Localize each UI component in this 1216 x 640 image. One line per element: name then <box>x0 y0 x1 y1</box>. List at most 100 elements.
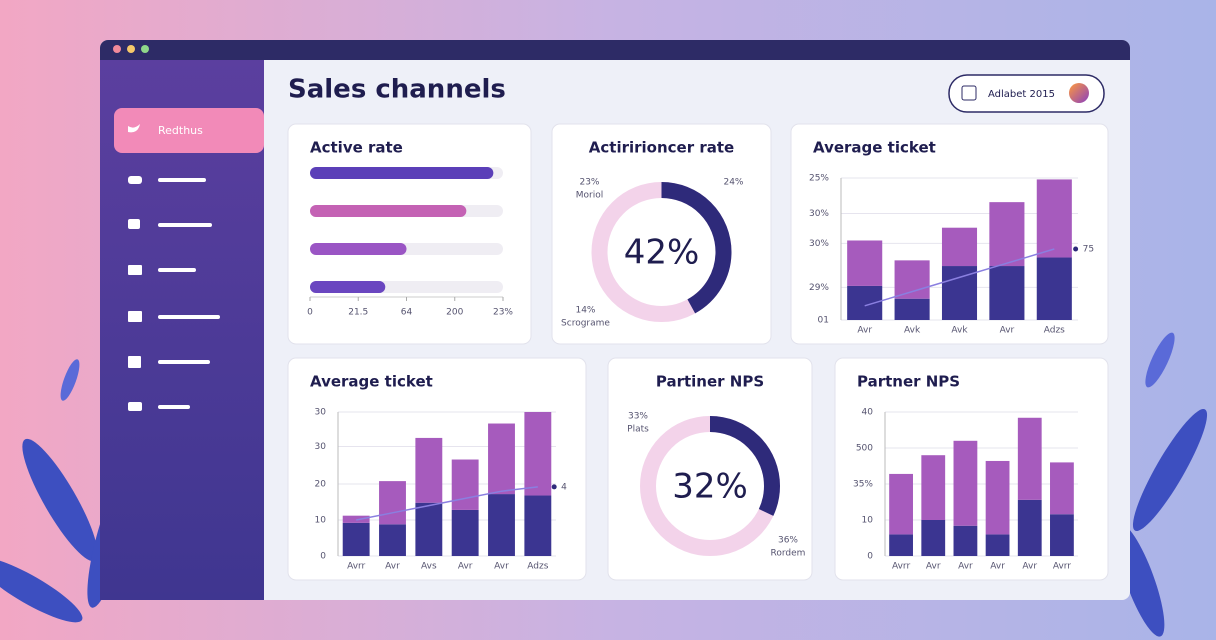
calendar-icon <box>961 85 977 101</box>
window-button[interactable] <box>113 45 121 53</box>
bar-segment <box>985 534 1010 556</box>
bar-segment <box>1050 462 1074 515</box>
y-tick-label: 35% <box>853 480 873 490</box>
nav-label[interactable]: Redthus <box>158 124 203 137</box>
bar-segment <box>1017 499 1042 556</box>
bar <box>310 281 386 293</box>
donut-annotation: 14% <box>575 306 595 316</box>
donut-arc <box>640 416 780 556</box>
bar-segment <box>342 522 370 556</box>
bar-segment <box>894 298 930 320</box>
x-tick-label: Avr <box>458 562 473 572</box>
trend-line <box>864 248 1055 307</box>
window-button[interactable] <box>141 45 149 53</box>
nav-icon <box>128 124 140 133</box>
y-tick-label: 01 <box>818 316 829 326</box>
bar-segment <box>1036 179 1072 258</box>
card-title: Average ticket <box>310 373 433 391</box>
y-tick-label: 0 <box>320 552 326 562</box>
x-tick-label: Avs <box>421 562 437 572</box>
donut-note: Plats <box>627 425 649 435</box>
bar <box>310 167 494 179</box>
bar-segment <box>985 460 1010 535</box>
nav-items <box>128 176 220 411</box>
bar-segment <box>451 509 479 556</box>
bar-segment <box>889 534 913 556</box>
bar-segment <box>1017 417 1042 500</box>
x-tick-label: Avk <box>904 326 921 336</box>
y-tick-label: 30 <box>315 442 327 452</box>
bar-segment <box>524 495 552 556</box>
donut-note: Scrograme <box>561 319 610 329</box>
card-title: Active rate <box>310 139 403 157</box>
y-tick-label: 29% <box>809 283 829 293</box>
bar-segment <box>379 524 406 556</box>
x-tick-label: Avr <box>958 562 973 572</box>
bar-segment <box>488 494 515 556</box>
bar-segment <box>1050 514 1074 556</box>
y-tick-label: 30 <box>315 408 327 418</box>
bar-segment <box>415 502 443 556</box>
bar-segment <box>524 412 552 496</box>
x-tick-label: 21.5 <box>348 308 368 318</box>
x-tick-label: 64 <box>401 308 413 318</box>
date-label[interactable]: Adlabet 2015 <box>988 89 1055 100</box>
bar-segment <box>989 202 1025 267</box>
x-tick-label: Avrr <box>892 562 910 572</box>
donut-annotation: 36% <box>778 536 798 546</box>
donut-note: Rordem <box>771 549 806 559</box>
bar-segment <box>379 481 406 525</box>
nav-item-active[interactable] <box>114 108 264 153</box>
y-tick-label: 0 <box>867 552 873 562</box>
trend-line <box>356 486 538 521</box>
trend-annotation: 75 <box>1083 245 1094 255</box>
y-tick-label: 30% <box>809 209 829 219</box>
bar-segment <box>488 423 515 495</box>
avatar[interactable] <box>1069 83 1089 103</box>
card-title: Partner NPS <box>857 373 960 391</box>
y-tick-label: 10 <box>862 516 874 526</box>
x-tick-label: Avr <box>926 562 941 572</box>
bar-segment <box>921 455 946 520</box>
trend-point <box>551 484 557 490</box>
donut-arc <box>591 182 732 322</box>
card-title: Actiririoncer rate <box>589 139 734 157</box>
bar-segment <box>894 260 930 299</box>
donut-note: Moriol <box>576 191 603 201</box>
donut-annotation: 33% <box>628 412 648 422</box>
y-tick-label: 40 <box>862 408 874 418</box>
card-title: Partiner NPS <box>656 373 764 391</box>
bar-segment <box>953 440 978 526</box>
x-tick-label: Avrr <box>1053 562 1071 572</box>
x-tick-label: Avk <box>951 326 968 336</box>
date-pill[interactable] <box>948 74 1105 113</box>
bar-segment <box>953 525 978 556</box>
x-tick-label: 23% <box>493 308 513 318</box>
bar-segment <box>847 285 883 320</box>
x-tick-label: Avr <box>1022 562 1037 572</box>
bar-segment <box>415 437 443 503</box>
y-tick-label: 500 <box>856 444 873 454</box>
x-tick-label: Avr <box>857 326 872 336</box>
y-tick-label: 25% <box>809 174 829 184</box>
bar-segment <box>1036 257 1072 320</box>
window-button[interactable] <box>127 45 135 53</box>
x-tick-label: Avrr <box>347 562 365 572</box>
title-bar <box>100 40 1130 60</box>
y-tick-label: 10 <box>315 516 327 526</box>
bar-segment <box>941 227 978 267</box>
x-tick-label: Avr <box>990 562 1005 572</box>
donut-annotation: 24% <box>723 178 743 188</box>
bar-segment <box>889 473 913 535</box>
x-tick-label: 0 <box>307 308 313 318</box>
donut-value: 32% <box>672 467 748 507</box>
bar-segment <box>989 266 1025 320</box>
bar-segment <box>941 266 978 320</box>
bar-segment <box>451 459 479 510</box>
x-tick-label: 200 <box>446 308 463 318</box>
trend-point <box>1073 246 1079 252</box>
bar-segment <box>921 520 946 556</box>
card-title: Average ticket <box>813 139 936 157</box>
